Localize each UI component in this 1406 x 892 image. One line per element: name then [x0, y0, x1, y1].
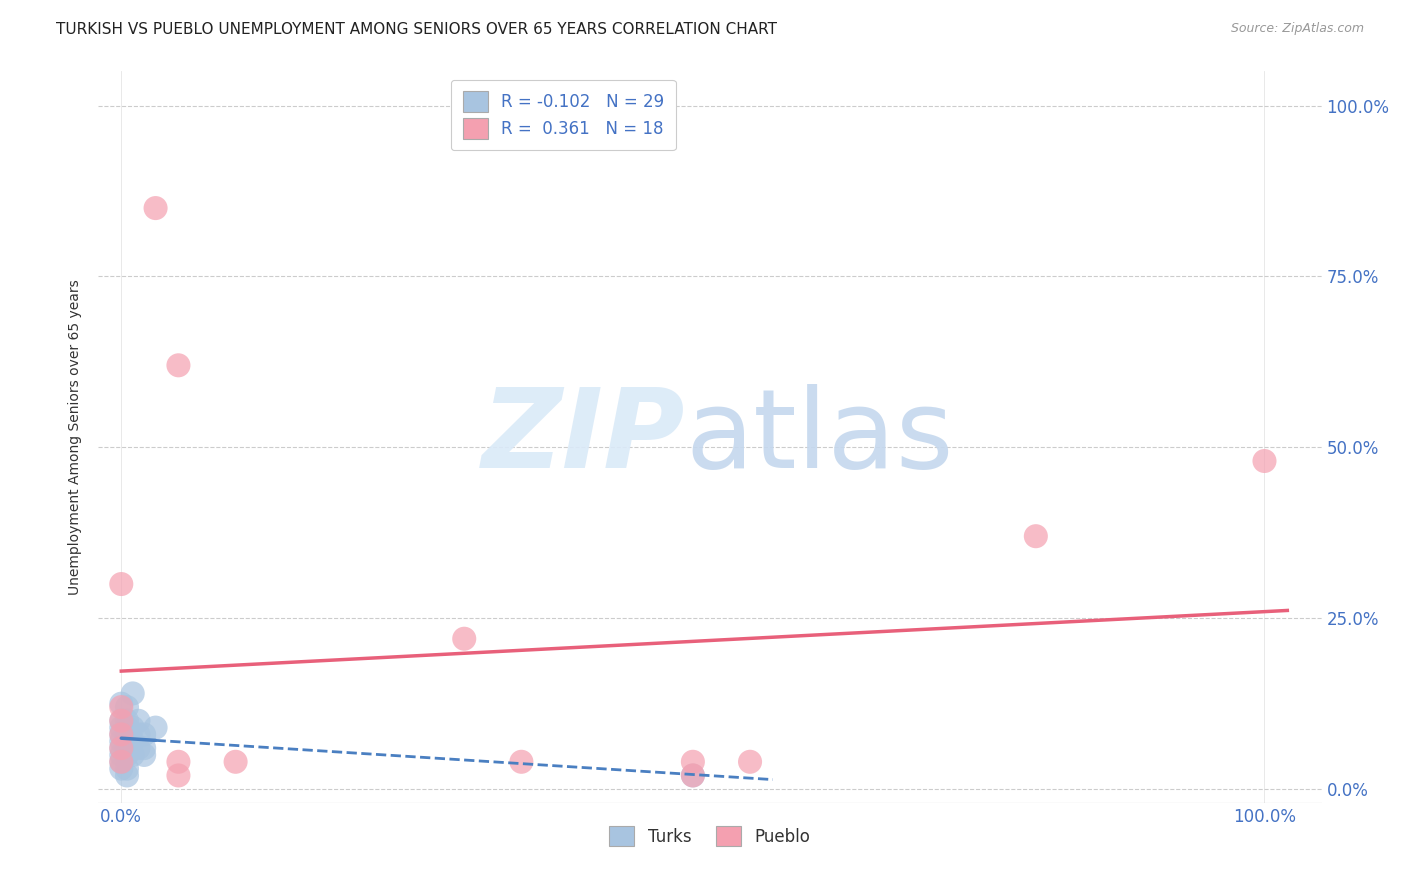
- Point: [682, 755, 704, 769]
- Point: [110, 747, 132, 762]
- Point: [110, 721, 132, 735]
- Point: [115, 721, 138, 735]
- Point: [145, 721, 167, 735]
- Point: [1253, 454, 1275, 468]
- Point: [110, 727, 132, 741]
- Point: [110, 755, 132, 769]
- Point: [134, 747, 156, 762]
- Point: [738, 755, 761, 769]
- Point: [115, 700, 138, 714]
- Point: [110, 755, 132, 769]
- Point: [127, 714, 149, 728]
- Point: [115, 762, 138, 776]
- Point: [115, 727, 138, 741]
- Point: [167, 359, 190, 373]
- Point: [167, 755, 190, 769]
- Text: ZIP: ZIP: [482, 384, 686, 491]
- Point: [145, 201, 167, 215]
- Point: [121, 721, 143, 735]
- Point: [121, 686, 143, 700]
- Point: [682, 768, 704, 782]
- Point: [510, 755, 533, 769]
- Point: [110, 727, 132, 741]
- Y-axis label: Unemployment Among Seniors over 65 years: Unemployment Among Seniors over 65 years: [69, 279, 83, 595]
- Point: [115, 768, 138, 782]
- Point: [110, 700, 132, 714]
- Point: [121, 734, 143, 748]
- Point: [110, 714, 132, 728]
- Point: [682, 768, 704, 782]
- Point: [110, 762, 132, 776]
- Point: [134, 727, 156, 741]
- Point: [121, 747, 143, 762]
- Point: [127, 741, 149, 756]
- Point: [110, 714, 132, 728]
- Point: [110, 734, 132, 748]
- Text: Source: ZipAtlas.com: Source: ZipAtlas.com: [1230, 22, 1364, 36]
- Point: [115, 747, 138, 762]
- Point: [134, 741, 156, 756]
- Text: TURKISH VS PUEBLO UNEMPLOYMENT AMONG SENIORS OVER 65 YEARS CORRELATION CHART: TURKISH VS PUEBLO UNEMPLOYMENT AMONG SEN…: [56, 22, 778, 37]
- Point: [115, 741, 138, 756]
- Point: [1025, 529, 1047, 543]
- Legend: Turks, Pueblo: Turks, Pueblo: [603, 820, 817, 853]
- Point: [225, 755, 247, 769]
- Text: atlas: atlas: [686, 384, 955, 491]
- Point: [110, 741, 132, 756]
- Point: [110, 577, 132, 591]
- Point: [167, 768, 190, 782]
- Point: [110, 697, 132, 711]
- Point: [110, 741, 132, 756]
- Point: [127, 727, 149, 741]
- Point: [453, 632, 475, 646]
- Point: [115, 714, 138, 728]
